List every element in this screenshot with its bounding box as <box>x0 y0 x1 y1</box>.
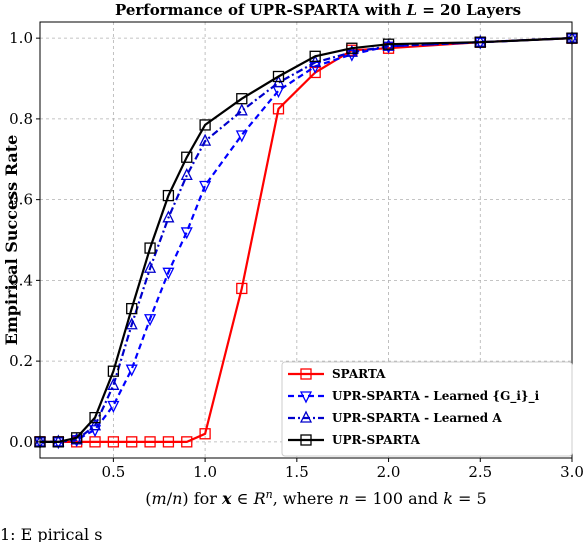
x-tick-label: 2.0 <box>377 463 401 481</box>
legend-marker <box>299 410 313 423</box>
tick-layer: 0.5 1.0 1.5 2.0 2.5 3.0 0.0 0.2 0.4 0.6 0.8 1.0 <box>9 29 584 481</box>
data-point <box>181 151 193 163</box>
legend-marker <box>299 391 313 404</box>
data-point <box>199 428 211 440</box>
data-point <box>88 418 102 431</box>
chart-title: Performance of UPR-SPARTA with L = 20 La… <box>115 1 521 19</box>
x-tick-label: 2.5 <box>468 463 492 481</box>
data-point <box>346 42 358 54</box>
y-tick-label: 0.0 <box>9 433 33 451</box>
data-point <box>382 38 395 50</box>
y-tick-label: 0.8 <box>9 110 33 128</box>
data-point <box>162 436 175 448</box>
data-point <box>125 317 138 330</box>
x-tick-label: 0.5 <box>101 463 125 481</box>
series-line <box>40 37 573 443</box>
data-point <box>345 44 358 57</box>
legend-label: UPR-SPARTA <box>332 433 421 447</box>
data-point <box>272 70 285 83</box>
data-point <box>144 260 157 273</box>
data-point <box>162 267 175 280</box>
data-point <box>181 436 193 448</box>
data-point <box>144 436 156 448</box>
data-point <box>235 103 248 116</box>
data-point <box>52 436 64 448</box>
legend-marker <box>300 434 312 446</box>
legend-label: UPR-SPARTA - Learned {G_i}_i <box>332 389 540 404</box>
data-point <box>236 93 248 105</box>
series-line <box>40 37 573 443</box>
x-tick-label: 3.0 <box>560 463 584 481</box>
series-line <box>40 37 573 443</box>
data-point <box>199 133 212 146</box>
plot-frame <box>39 21 573 459</box>
data-point <box>199 180 212 193</box>
data-point <box>107 365 120 377</box>
data-point <box>309 50 321 62</box>
x-tick-label: 1.0 <box>193 463 217 481</box>
data-point <box>180 227 193 240</box>
legend-entry: SPARTA <box>288 367 386 381</box>
data-point <box>125 364 138 377</box>
x-tick-label: 1.5 <box>285 463 309 481</box>
data-point <box>144 242 156 254</box>
legend: SPARTA UPR-SPARTA - Learned {G_i}_i UPR-SP… <box>281 361 573 457</box>
data-point <box>71 432 83 444</box>
data-point <box>345 49 358 62</box>
legend-label: SPARTA <box>332 367 386 381</box>
x-axis-label: (m/n) for x ∈ Rn, where n = 100 and k = … <box>145 488 486 508</box>
legend-entry: UPR-SPARTA - Learned {G_i}_i <box>288 389 540 404</box>
legend-box <box>281 361 573 457</box>
y-tick-label: 0.2 <box>9 352 33 370</box>
data-point <box>180 167 193 181</box>
data-point <box>474 36 486 48</box>
series-layer <box>33 30 579 450</box>
data-point <box>126 302 138 315</box>
data-point <box>107 436 120 448</box>
y-tick-label: 0.6 <box>9 191 33 209</box>
legend-label: UPR-SPARTA - Learned A <box>332 411 502 425</box>
data-point <box>107 400 120 413</box>
y-axis-label: Empirical Success Rate <box>2 135 21 346</box>
data-point <box>126 436 138 448</box>
data-point <box>107 377 120 390</box>
data-point <box>162 210 175 223</box>
caption-fragment: 1: E pirical s <box>0 525 102 542</box>
series-3 <box>34 32 578 448</box>
legend-marker <box>300 368 312 380</box>
data-point <box>272 103 285 115</box>
y-tick-label: 1.0 <box>9 29 33 47</box>
data-point <box>235 130 248 143</box>
data-point <box>144 314 157 327</box>
data-point <box>199 119 211 131</box>
data-point <box>88 425 102 438</box>
legend-entry: UPR-SPARTA <box>288 433 421 447</box>
data-point <box>162 189 175 202</box>
y-tick-label: 0.4 <box>9 271 33 289</box>
data-point <box>89 411 101 424</box>
legend-entry: UPR-SPARTA - Learned A <box>288 410 502 425</box>
series-line <box>40 37 573 443</box>
data-point <box>236 282 248 295</box>
